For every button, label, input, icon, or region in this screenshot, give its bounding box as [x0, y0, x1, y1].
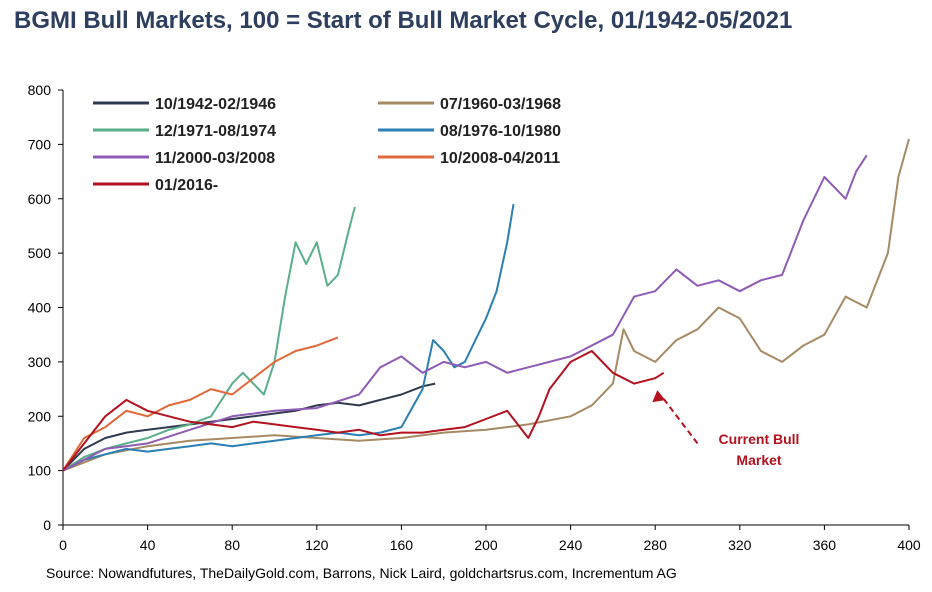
plot-axes: 0 100 200 300 400 500 600 700 800 0 40 80 120 160 200 2…	[28, 82, 921, 553]
legend-label: 12/1971-08/1974	[155, 123, 276, 140]
x-tick-label: 360	[813, 537, 837, 553]
x-tick-label: 40	[140, 537, 156, 553]
series-line-1	[62, 382, 436, 472]
legend-label: 07/1960-03/1968	[440, 96, 561, 113]
series-line-2	[62, 138, 910, 472]
y-tick-label: 700	[28, 136, 52, 152]
series-line-5	[62, 154, 868, 472]
legend-label: 11/2000-03/2008	[155, 150, 275, 167]
source-note: Source: Nowandfutures, TheDailyGold.com,…	[46, 565, 677, 581]
legend: 10/1942-02/1946 07/1960-03/1968 12/1971-08…	[93, 96, 561, 194]
y-tick-label: 200	[28, 408, 52, 424]
y-tick-label: 400	[28, 300, 52, 316]
chart-title: BGMI Bull Markets, 100 = Start of Bull M…	[14, 7, 793, 34]
x-tick-label: 0	[59, 537, 67, 553]
x-tick-label: 240	[559, 537, 583, 553]
current-bull-market-annotation: Current Bull Market	[652, 390, 799, 468]
legend-label: 10/1942-02/1946	[155, 96, 276, 113]
x-tick-label: 400	[897, 537, 921, 553]
y-tick-label: 100	[28, 463, 52, 479]
legend-label: 10/2008-04/2011	[440, 150, 560, 167]
legend-label: 01/2016-	[155, 177, 218, 194]
series-line-3	[62, 206, 356, 472]
y-tick-label: 600	[28, 191, 52, 207]
plot-series	[62, 138, 910, 472]
series-line-7	[62, 350, 665, 472]
x-tick-label: 320	[728, 537, 752, 553]
x-tick-label: 120	[305, 537, 329, 553]
annotation-line-2: Market	[736, 452, 781, 468]
series-line-6	[62, 336, 339, 472]
series-line-4	[62, 204, 515, 472]
legend-label: 08/1976-10/1980	[440, 123, 561, 140]
y-tick-label: 300	[28, 354, 52, 370]
annotation-arrow-line	[662, 398, 699, 445]
y-tick-label: 500	[28, 245, 52, 261]
annotation-line-1: Current Bull	[719, 431, 800, 447]
x-tick-label: 160	[390, 537, 414, 553]
x-tick-label: 280	[644, 537, 668, 553]
annotation-arrow-head	[652, 390, 666, 403]
x-tick-label: 200	[474, 537, 498, 553]
y-tick-label: 800	[28, 82, 52, 98]
y-tick-label: 0	[43, 517, 51, 533]
x-tick-label: 80	[224, 537, 240, 553]
